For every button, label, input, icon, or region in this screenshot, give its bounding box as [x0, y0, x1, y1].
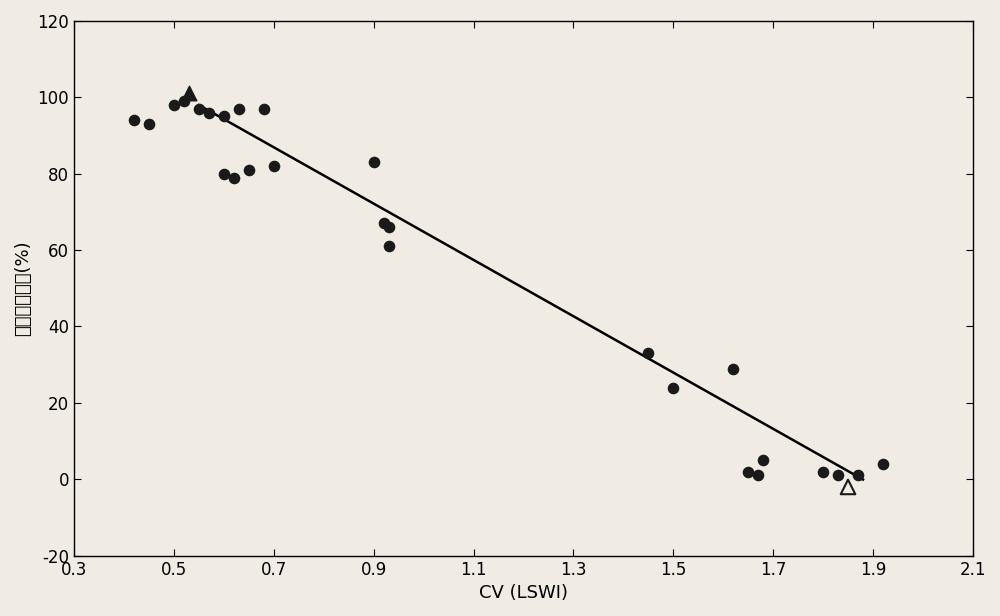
Point — [216, 111, 232, 121]
Point — [266, 161, 282, 171]
Point — [815, 467, 831, 477]
X-axis label: CV (LSWI): CV (LSWI) — [479, 584, 568, 602]
Point — [166, 100, 182, 110]
Point — [850, 471, 866, 480]
Point — [665, 383, 681, 392]
Point — [201, 108, 217, 118]
Point — [176, 96, 192, 106]
Point — [141, 119, 157, 129]
Point — [181, 89, 197, 99]
Point — [830, 471, 846, 480]
Point — [725, 363, 741, 373]
Point — [640, 348, 656, 358]
Point — [381, 222, 397, 232]
Point — [750, 471, 766, 480]
Point — [231, 104, 247, 114]
Point — [241, 165, 257, 175]
Point — [740, 467, 756, 477]
Point — [376, 219, 392, 229]
Y-axis label: 水稻面积比例(%): 水稻面积比例(%) — [14, 240, 32, 336]
Point — [216, 169, 232, 179]
Point — [126, 115, 142, 125]
Point — [840, 482, 856, 492]
Point — [366, 157, 382, 167]
Point — [875, 459, 891, 469]
Point — [256, 104, 272, 114]
Point — [381, 241, 397, 251]
Point — [191, 104, 207, 114]
Point — [226, 172, 242, 182]
Point — [755, 455, 771, 465]
